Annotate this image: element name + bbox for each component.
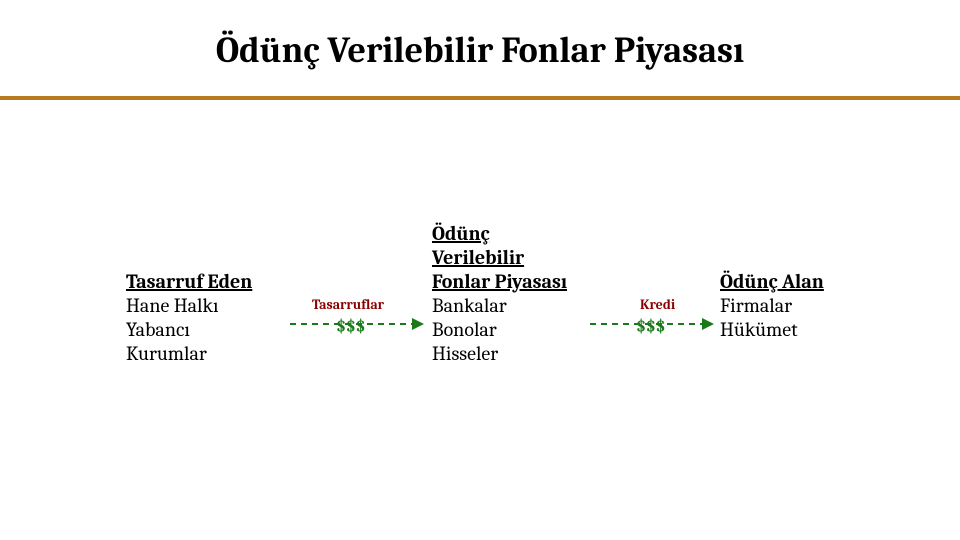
arrow1-label: Tasarruflar — [312, 296, 384, 313]
arrow1-svg — [0, 0, 960, 150]
column-borrowers: Ödünç Alan Firmalar Hükümet — [720, 270, 824, 342]
slide: Ödünç Verilebilir Fonlar Piyasası Tasarr… — [0, 0, 960, 540]
market-line: Hisseler — [432, 342, 567, 366]
savers-line: Hane Halkı — [126, 294, 252, 318]
borrowers-line: Hükümet — [720, 318, 824, 342]
column-savers: Tasarruf Eden Hane Halkı Yabancı Kurumla… — [126, 270, 252, 366]
market-heading-line: Fonlar Piyasası — [432, 270, 567, 294]
borrowers-heading: Ödünç Alan — [720, 270, 824, 293]
market-heading-line: Verilebilir — [432, 246, 567, 270]
savers-line: Kurumlar — [126, 342, 252, 366]
savers-line: Yabancı — [126, 318, 252, 342]
arrow2-label: Kredi — [640, 296, 675, 313]
borrowers-line: Firmalar — [720, 294, 824, 318]
column-market: Ödünç Verilebilir Fonlar Piyasası Bankal… — [432, 222, 567, 366]
arrow1-money: $$$ — [336, 316, 365, 337]
savers-heading: Tasarruf Eden — [126, 270, 252, 293]
market-line: Bonolar — [432, 318, 567, 342]
market-line: Bankalar — [432, 294, 567, 318]
arrow1 — [0, 0, 960, 150]
arrow2-money: $$$ — [636, 316, 665, 337]
market-heading-line: Ödünç — [432, 222, 567, 246]
